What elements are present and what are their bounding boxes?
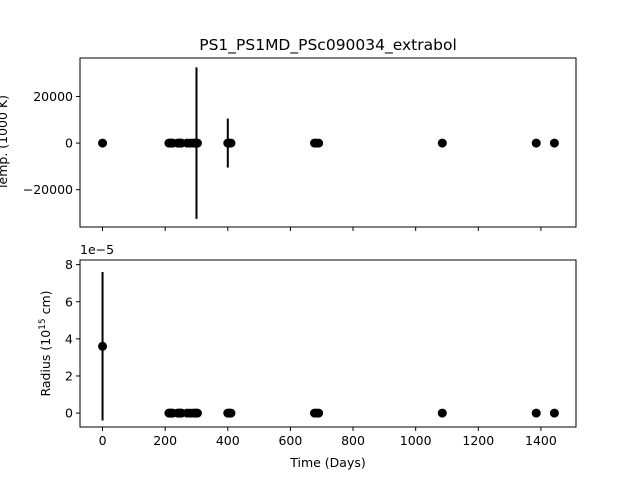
temperature-data-point — [314, 138, 324, 148]
radius-x-tick-label: 800 — [341, 433, 365, 448]
temperature-data-point — [98, 138, 108, 148]
temperature-axes-frame — [79, 57, 577, 228]
radius-y-tick-label: 8 — [65, 257, 73, 272]
radius-y-tick-label: 0 — [65, 406, 73, 421]
temperature-ticks: −20000 0 20000 — [23, 89, 542, 231]
radius-axes-frame — [79, 259, 577, 428]
temperature-y-axis-label: Temp. (1000 K) — [0, 95, 10, 191]
x-axis-label: Time (Days) — [289, 455, 366, 470]
radius-x-tick-label: 1200 — [462, 433, 494, 448]
temperature-points — [98, 138, 559, 148]
temperature-data-point — [226, 138, 236, 148]
temperature-data-point — [437, 138, 447, 148]
radius-data-point — [192, 408, 202, 418]
temperature-data-point — [549, 138, 559, 148]
radius-y-tick-label: 6 — [65, 294, 73, 309]
radius-x-tick-label: 0 — [99, 433, 107, 448]
radius-y-tick-label: 4 — [65, 331, 73, 346]
radius-panel: 1e−5 Radius (1015 cm) Time (Days) 0 200 40… — [38, 242, 577, 470]
radius-data-point — [226, 408, 236, 418]
radius-ticks: 0 200 400 600 800 1000 1200 1400 0 2 4 6 8 — [65, 257, 557, 448]
temperature-data-point — [531, 138, 541, 148]
temperature-y-tick-label: 0 — [65, 136, 73, 151]
temperature-data-point — [192, 138, 202, 148]
radius-x-tick-label: 1000 — [400, 433, 432, 448]
radius-x-tick-label: 400 — [216, 433, 240, 448]
radius-y-tick-label: 2 — [65, 368, 73, 383]
radius-data-point — [98, 341, 108, 351]
chart-title: PS1_PS1MD_PSc090034_extrabol — [199, 36, 457, 55]
temperature-y-tick-label: 20000 — [33, 89, 73, 104]
radius-data-point — [314, 408, 324, 418]
radius-x-tick-label: 200 — [153, 433, 177, 448]
radius-x-tick-label: 600 — [278, 433, 302, 448]
temperature-panel: PS1_PS1MD_PSc090034_extrabol Temp. (1000… — [0, 36, 577, 231]
radius-y-label-start: Radius (10 — [38, 330, 53, 397]
radius-y-label-exponent: 15 — [38, 318, 48, 329]
radius-x-tick-label: 1400 — [525, 433, 557, 448]
radius-data-point — [531, 408, 541, 418]
temperature-y-tick-label: −20000 — [23, 182, 73, 197]
radius-y-label-end: cm) — [38, 290, 53, 318]
radius-points — [98, 341, 559, 418]
radius-data-point — [549, 408, 559, 418]
radius-data-point — [437, 408, 447, 418]
radius-offset-text: 1e−5 — [80, 242, 114, 257]
radius-y-axis-label: Radius (1015 cm) — [38, 290, 53, 396]
